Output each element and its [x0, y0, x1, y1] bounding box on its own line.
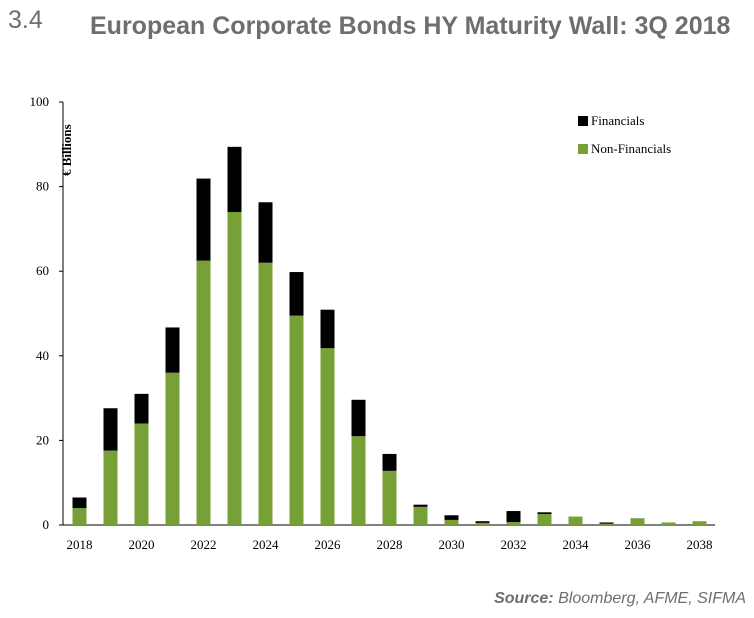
- bar-non-financials-2023: [227, 211, 242, 526]
- bar-financials-2025: [289, 272, 304, 316]
- bar-non-financials-2025: [289, 315, 304, 525]
- legend-label-financials: Financials: [591, 113, 644, 128]
- bar-financials-2026: [320, 309, 335, 349]
- x-tick-label: 2030: [439, 537, 465, 552]
- bar-financials-2020: [134, 393, 149, 424]
- y-tick-label: 20: [36, 432, 49, 447]
- bar-non-financials-2020: [134, 423, 149, 525]
- bar-non-financials-2024: [258, 262, 273, 525]
- x-tick-label: 2038: [687, 537, 713, 552]
- x-tick-label: 2024: [253, 537, 280, 552]
- bar-financials-2029: [413, 504, 428, 507]
- bar-non-financials-2032: [506, 522, 521, 525]
- bar-financials-2022: [196, 178, 211, 261]
- bar-non-financials-2038: [692, 521, 707, 525]
- bar-financials-2028: [382, 453, 397, 471]
- x-tick-label: 2022: [191, 537, 217, 552]
- bar-non-financials-2028: [382, 470, 397, 525]
- y-tick-label: 100: [30, 94, 50, 109]
- page-title: European Corporate Bonds HY Maturity Wal…: [90, 12, 731, 40]
- source-note: Source: Bloomberg, AFME, SIFMA: [494, 590, 746, 608]
- bar-non-financials-2022: [196, 260, 211, 525]
- bar-non-financials-2033: [537, 514, 552, 525]
- legend-swatch-non-financials: [578, 144, 588, 154]
- legend-label-non-financials: Non-Financials: [591, 141, 671, 156]
- source-label: Source:: [494, 590, 554, 607]
- x-tick-label: 2020: [129, 537, 155, 552]
- y-tick-label: 80: [36, 179, 49, 194]
- bar-non-financials-2019: [103, 450, 118, 525]
- x-tick-label: 2028: [377, 537, 403, 552]
- y-tick-label: 40: [36, 348, 49, 363]
- bar-non-financials-2031: [475, 522, 490, 525]
- bar-non-financials-2034: [568, 516, 583, 525]
- bar-financials-2021: [165, 327, 180, 373]
- y-tick-label: 0: [43, 517, 50, 532]
- x-tick-label: 2032: [501, 537, 527, 552]
- bar-non-financials-2026: [320, 348, 335, 525]
- bar-non-financials-2018: [72, 508, 87, 525]
- bar-financials-2035: [599, 522, 614, 524]
- bar-non-financials-2027: [351, 436, 366, 525]
- bar-financials-2024: [258, 202, 273, 263]
- bar-non-financials-2037: [661, 522, 676, 525]
- bar-financials-2023: [227, 146, 242, 212]
- x-tick-label: 2034: [563, 537, 590, 552]
- x-tick-label: 2026: [315, 537, 342, 552]
- x-tick-label: 2018: [67, 537, 93, 552]
- source-text: Bloomberg, AFME, SIFMA: [558, 590, 746, 607]
- bar-financials-2032: [506, 511, 521, 523]
- bar-non-financials-2021: [165, 372, 180, 525]
- bar-non-financials-2035: [599, 523, 614, 525]
- y-axis-label: € Billions: [59, 124, 74, 176]
- bar-non-financials-2030: [444, 519, 459, 525]
- bar-financials-2019: [103, 408, 118, 451]
- bar-financials-2030: [444, 515, 459, 520]
- bar-non-financials-2036: [630, 518, 645, 525]
- legend-swatch-financials: [578, 116, 588, 126]
- section-number: 3.4: [8, 6, 43, 34]
- bar-financials-2018: [72, 497, 87, 509]
- bar-financials-2027: [351, 399, 366, 437]
- x-tick-label: 2036: [625, 537, 652, 552]
- y-tick-label: 60: [36, 263, 49, 278]
- bar-financials-2031: [475, 521, 490, 523]
- bar-non-financials-2029: [413, 506, 428, 525]
- bar-financials-2033: [537, 512, 552, 515]
